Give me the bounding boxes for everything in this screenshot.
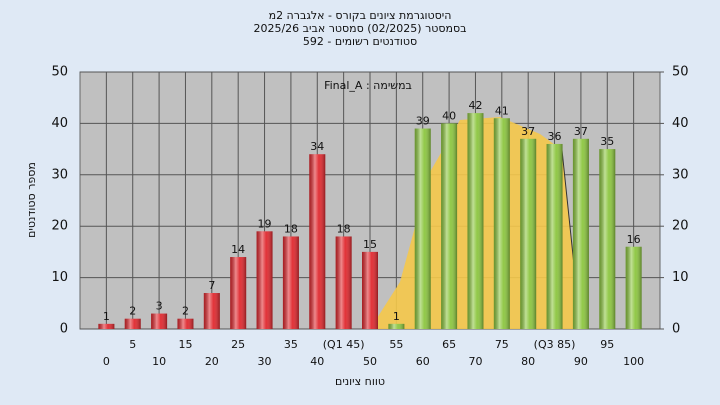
bar-shine [203,293,220,329]
x-tick-label: 0 [103,355,110,368]
bar-shine [388,323,405,329]
x-tick-label: 20 [205,355,219,368]
bar-shine [282,236,299,329]
x-tick-label: 30 [258,355,272,368]
value-label: 41 [495,104,509,117]
x-tick-label: 35 [284,338,298,351]
bar-shine [98,323,115,329]
value-label: 40 [442,109,456,122]
value-label: 36 [548,130,562,143]
y2-tick-label: 20 [672,219,689,234]
line-decoration [561,149,575,266]
y2-tick-label: 30 [672,167,689,182]
y-tick-label: 10 [51,270,68,285]
bar-shine [309,154,326,329]
x-tick-label: 5 [129,338,136,351]
y-tick-label: 30 [51,167,68,182]
x-tick-label: 75 [495,338,509,351]
y-tick-label: 40 [51,116,68,131]
value-label: 15 [363,238,377,251]
y2-tick-label: 0 [672,322,680,337]
x-tick-label: 80 [521,355,535,368]
annotation: Final_A : במשימה [324,79,412,92]
value-label: 37 [521,125,535,138]
value-label: 3 [156,300,163,313]
x-tick-label: 50 [363,355,377,368]
value-label: 2 [182,305,189,318]
value-label: 19 [258,217,272,230]
y-tick-label: 50 [51,65,68,80]
value-label: 34 [310,140,324,153]
x-tick-label: (Q3 85) [534,338,576,351]
x-tick-label: 95 [600,338,614,351]
value-label: 18 [284,222,298,235]
x-tick-label: 55 [389,338,403,351]
x-axis-label: טווח ציונים [335,375,385,388]
x-tick-label: 100 [623,355,644,368]
chart-subtitle: בסמסטר (02/2025) סמסטר אביב 2025/26 [253,22,466,35]
chart-title: היסטוגרמת ציונים בקורס - אלגברה 2מ [269,9,452,22]
x-tick-label: 10 [152,355,166,368]
value-label: 1 [393,310,400,323]
bar-shine [124,318,141,329]
bar-shine [362,251,378,329]
chart-subtitle: 592 - סטודנטים רשומים [303,35,417,48]
value-label: 16 [627,233,641,246]
y2-tick-label: 40 [672,116,689,131]
value-label: 7 [208,279,215,292]
value-label: 39 [416,115,430,128]
y-tick-label: 20 [51,219,68,234]
bar-shine [414,128,431,329]
value-label: 37 [574,125,588,138]
bar-shine [625,246,642,329]
bar-shine [177,318,194,329]
value-label: 42 [468,99,482,112]
x-tick-label: 90 [574,355,588,368]
value-label: 35 [600,135,614,148]
bar-shine [599,149,616,329]
value-label: 2 [129,305,136,318]
bar-shine [467,113,484,330]
bar-shine [441,123,458,330]
x-tick-label: 70 [468,355,482,368]
y-axis-label: מספר סטודנטים [25,162,38,238]
x-tick-label: 40 [310,355,324,368]
bar-shine [151,313,168,329]
y2-tick-label: 50 [672,65,689,80]
y2-tick-label: 10 [672,270,689,285]
bar-shine [256,231,273,329]
x-tick-label: 60 [416,355,430,368]
bar-shine [335,236,352,329]
value-label: 14 [231,243,245,256]
x-tick-label: 65 [442,338,456,351]
value-label: 18 [337,222,351,235]
bar-shine [230,257,247,329]
bar-shine [546,143,563,329]
bar-shine [572,138,589,329]
x-tick-label: 25 [231,338,245,351]
value-label: 1 [103,310,110,323]
bar-shine [493,118,510,329]
x-tick-label: (Q1 45) [323,338,365,351]
x-tick-label: 15 [178,338,192,351]
y-tick-label: 0 [60,322,68,337]
bar-shine [520,138,537,329]
